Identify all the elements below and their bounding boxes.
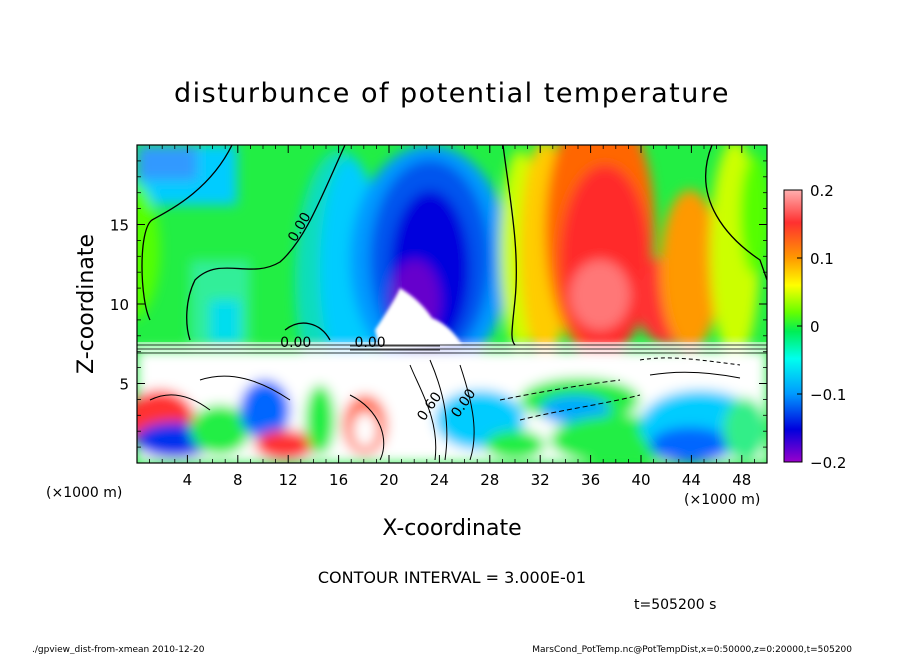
x-tick-label: 36: [581, 471, 600, 489]
x-tick-label: 40: [631, 471, 650, 489]
contour-interval: CONTOUR INTERVAL = 3.000E-01: [318, 568, 586, 587]
x-tick-label: 8: [233, 471, 243, 489]
chart-title: disturbunce of potential temperature: [174, 78, 730, 109]
plot-area: [137, 145, 767, 463]
x-tick-label: 16: [329, 471, 348, 489]
colorbar-tick-label: 0.1: [810, 250, 834, 268]
x-tick-label: 20: [379, 471, 398, 489]
x-tick-label: 4: [183, 471, 193, 489]
colorbar-tick-label: 0.2: [810, 182, 834, 200]
x-tick-label: 28: [480, 471, 499, 489]
time-label: t=505200 s: [634, 597, 716, 613]
colorbar-tick-label: −0.1: [810, 386, 846, 404]
x-tick-label: 48: [732, 471, 751, 489]
x-tick-label: 24: [430, 471, 449, 489]
contour-label: 0.00: [280, 335, 311, 351]
y-axis: 5 10 15: [110, 160, 767, 448]
y-axis-label: Z-coordinate: [74, 234, 99, 374]
contour-label: 0.00: [355, 335, 386, 351]
y-tick-label: 10: [110, 296, 129, 314]
x-tick-label: 32: [531, 471, 550, 489]
x-axis-label: X-coordinate: [382, 516, 521, 541]
x-axis-unit-right: (×1000 m): [684, 492, 760, 508]
colorbar-tick-label: −0.2: [810, 454, 846, 472]
colorbar-tick-label: 0: [810, 318, 820, 336]
x-axis-unit-left: (×1000 m): [46, 485, 122, 501]
footer-right: MarsCond_PotTemp.nc@PotTempDist,x=0:5000…: [532, 645, 852, 654]
y-tick-label: 15: [110, 217, 129, 235]
x-tick-label: 12: [279, 471, 298, 489]
colorbar: 0.2 0.1 0 −0.1 −0.2: [783, 182, 846, 472]
y-tick-label: 5: [119, 376, 129, 394]
x-axis: 4 8 12 16 20 24 28 32 36 40 44 48: [149, 145, 755, 489]
footer-left: ./gpview_dist-from-xmean 2010-12-20: [32, 645, 205, 654]
x-tick-label: 44: [682, 471, 701, 489]
